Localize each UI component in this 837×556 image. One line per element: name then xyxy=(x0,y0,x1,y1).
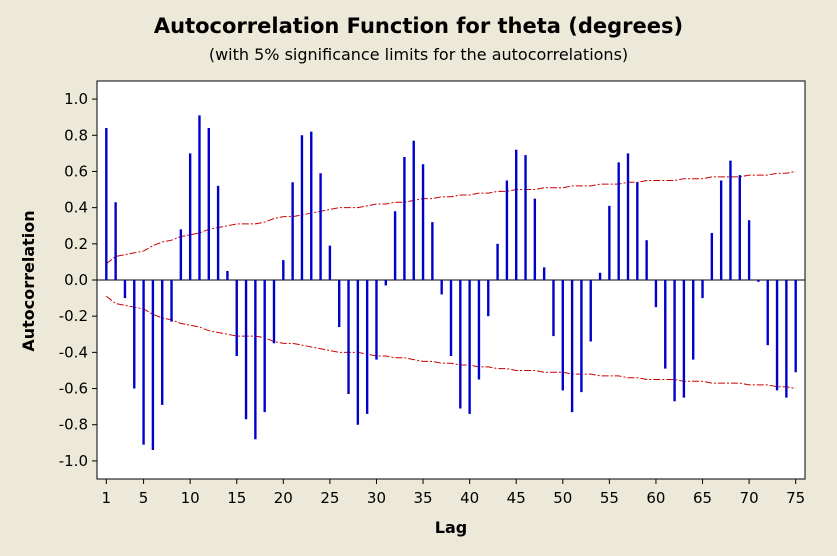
x-axis-ticks: 1 5 10 15 20 25 30 35 40 45 50 55 60 65 70 75 xyxy=(102,479,805,507)
chart-subtitle: (with 5% significance limits for the aut… xyxy=(208,45,629,64)
x-tick-label: 35 xyxy=(414,489,433,507)
y-tick-label: -0.4 xyxy=(59,343,88,361)
x-tick-label: 20 xyxy=(274,489,293,507)
upper-significance-limit xyxy=(106,170,796,265)
y-tick-label: 1.0 xyxy=(64,90,88,108)
x-tick-label: 70 xyxy=(740,489,759,507)
y-tick-label: 0.4 xyxy=(64,199,88,217)
x-tick-label: 60 xyxy=(646,489,665,507)
x-tick-label: 55 xyxy=(600,489,619,507)
x-tick-label: 30 xyxy=(367,489,386,507)
y-tick-label: 0.8 xyxy=(64,126,88,144)
y-tick-label: 0.6 xyxy=(64,162,88,180)
x-tick-label: 15 xyxy=(227,489,246,507)
x-tick-label: 1 xyxy=(102,489,112,507)
x-tick-label: 45 xyxy=(507,489,526,507)
acf-bars xyxy=(105,115,797,451)
x-axis-title: Lag xyxy=(435,518,467,537)
y-tick-label: -0.6 xyxy=(59,380,88,398)
y-axis-ticks: -1.0 -0.8 -0.6 -0.4 -0.2 0.0 0.2 0.4 0.6 0.8 1.0 xyxy=(59,90,97,470)
y-tick-label: -1.0 xyxy=(59,452,88,470)
x-tick-label: 50 xyxy=(553,489,572,507)
y-tick-label: 0.2 xyxy=(64,235,88,253)
x-tick-label: 75 xyxy=(786,489,805,507)
y-tick-label: -0.8 xyxy=(59,416,88,434)
x-tick-label: 5 xyxy=(139,489,149,507)
y-tick-label: -0.2 xyxy=(59,307,88,325)
lower-significance-limit xyxy=(106,295,796,390)
chart-title: Autocorrelation Function for theta (degr… xyxy=(153,14,684,38)
x-tick-label: 65 xyxy=(693,489,712,507)
x-tick-label: 40 xyxy=(460,489,479,507)
x-tick-label: 10 xyxy=(181,489,200,507)
y-tick-label: 0.0 xyxy=(64,271,88,289)
significance-limits xyxy=(106,170,796,390)
y-axis-title: Autocorrelation xyxy=(19,210,38,351)
x-tick-label: 25 xyxy=(320,489,339,507)
